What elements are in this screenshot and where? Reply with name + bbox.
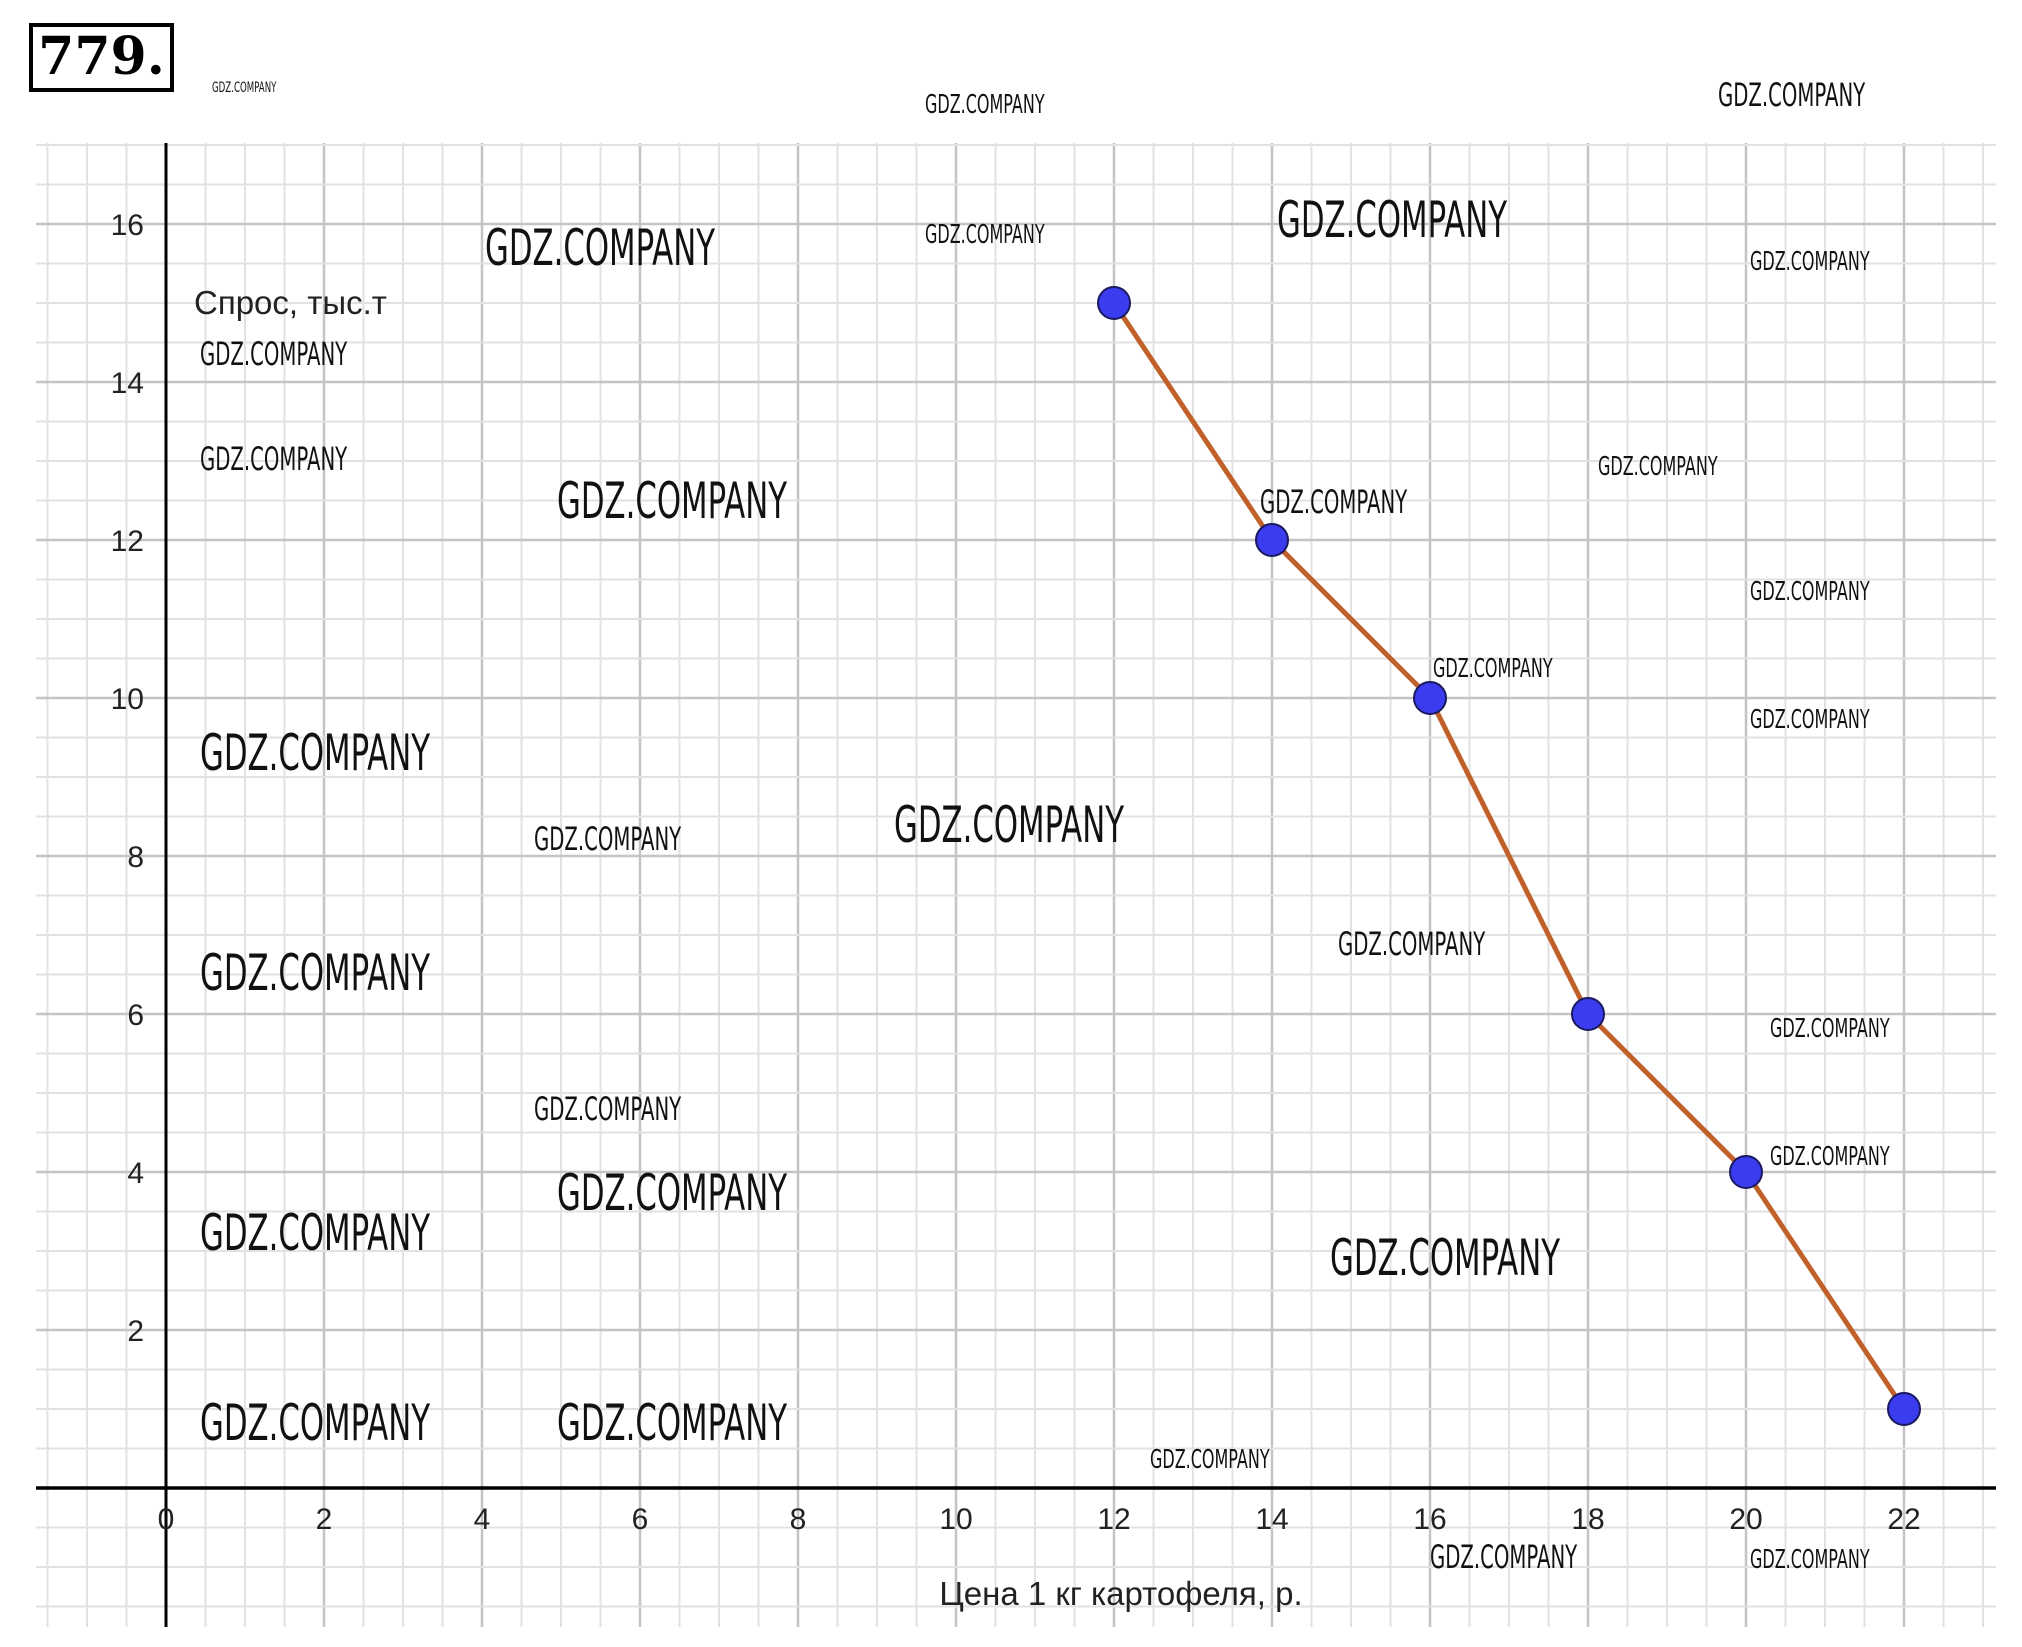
watermark-text: GDZ.COMPANY [894,796,1124,854]
grid [36,143,1996,1627]
y-tick-label: 4 [127,1157,144,1190]
watermark-text: GDZ.COMPANY [1430,1538,1577,1576]
watermark-text: GDZ.COMPANY [557,1394,787,1452]
data-point [1255,523,1289,557]
y-tick-label: 16 [111,209,144,242]
data-point [1571,997,1605,1031]
watermark-text: GDZ.COMPANY [534,1090,681,1128]
data-point [1887,1392,1921,1426]
axes [36,143,1996,1627]
watermark-text: GDZ.COMPANY [925,90,1045,120]
y-axis-label: Спрос, тыс.т [194,284,387,321]
watermark-text: GDZ.COMPANY [1718,76,1865,114]
watermark-text: GDZ.COMPANY [1750,705,1870,735]
x-tick-label: 0 [158,1503,175,1536]
watermark-text: GDZ.COMPANY [200,1204,430,1262]
watermark-text: GDZ.COMPANY [1750,247,1870,277]
data-point [1097,286,1131,320]
x-tick-label: 6 [632,1503,649,1536]
watermark-text: GDZ.COMPANY [534,820,681,858]
series-line [1111,301,1907,1411]
watermark-text: GDZ.COMPANY [1260,483,1407,521]
x-axis-label: Цена 1 кг картофеля, р. [939,1575,1302,1612]
watermark-text: GDZ.COMPANY [557,472,787,530]
watermark-text: GDZ.COMPANY [925,220,1045,250]
x-tick-label: 4 [474,1503,491,1536]
watermark-text: GDZ.COMPANY [200,335,347,373]
x-tick-label: 8 [790,1503,807,1536]
watermark-text: GDZ.COMPANY [212,80,277,96]
watermark-text: GDZ.COMPANY [200,944,430,1002]
x-tick-label: 18 [1571,1503,1604,1536]
watermark-text: GDZ.COMPANY [1770,1014,1890,1044]
watermark-text: GDZ.COMPANY [1750,577,1870,607]
watermark-text: GDZ.COMPANY [1433,654,1553,684]
watermark-text: GDZ.COMPANY [1598,452,1718,482]
series [1097,286,1921,1426]
watermark-text: GDZ.COMPANY [1277,191,1507,249]
y-tick-label: 14 [111,367,144,400]
watermark-text: GDZ.COMPANY [1750,1545,1870,1575]
watermark-text: GDZ.COMPANY [1770,1142,1890,1172]
x-tick-label: 2 [316,1503,333,1536]
y-tick-label: 2 [127,1315,144,1348]
y-tick-label: 6 [127,999,144,1032]
x-tick-label: 22 [1887,1503,1920,1536]
watermark-text: GDZ.COMPANY [200,440,347,478]
data-point [1729,1155,1763,1189]
x-tick-label: 10 [939,1503,972,1536]
watermark-text: GDZ.COMPANY [1338,925,1485,963]
y-tick-label: 8 [127,841,144,874]
x-tick-label: 14 [1255,1503,1288,1536]
y-tick-label: 12 [111,525,144,558]
watermark-text: GDZ.COMPANY [200,724,430,782]
y-tick-label: 10 [111,683,144,716]
watermark-text: GDZ.COMPANY [485,219,715,277]
watermark-text: GDZ.COMPANY [200,1394,430,1452]
watermark-text: GDZ.COMPANY [1150,1445,1270,1475]
x-tick-label: 20 [1729,1503,1762,1536]
data-point [1413,681,1447,715]
watermarks: GDZ.COMPANY GDZ.COMPANY GDZ.COMPANY GDZ.COM… [200,76,1890,1576]
x-tick-label: 12 [1097,1503,1130,1536]
watermark-text: GDZ.COMPANY [1330,1229,1560,1287]
problem-number: 779. [29,23,174,92]
watermark-text: GDZ.COMPANY [557,1164,787,1222]
x-tick-label: 16 [1413,1503,1446,1536]
